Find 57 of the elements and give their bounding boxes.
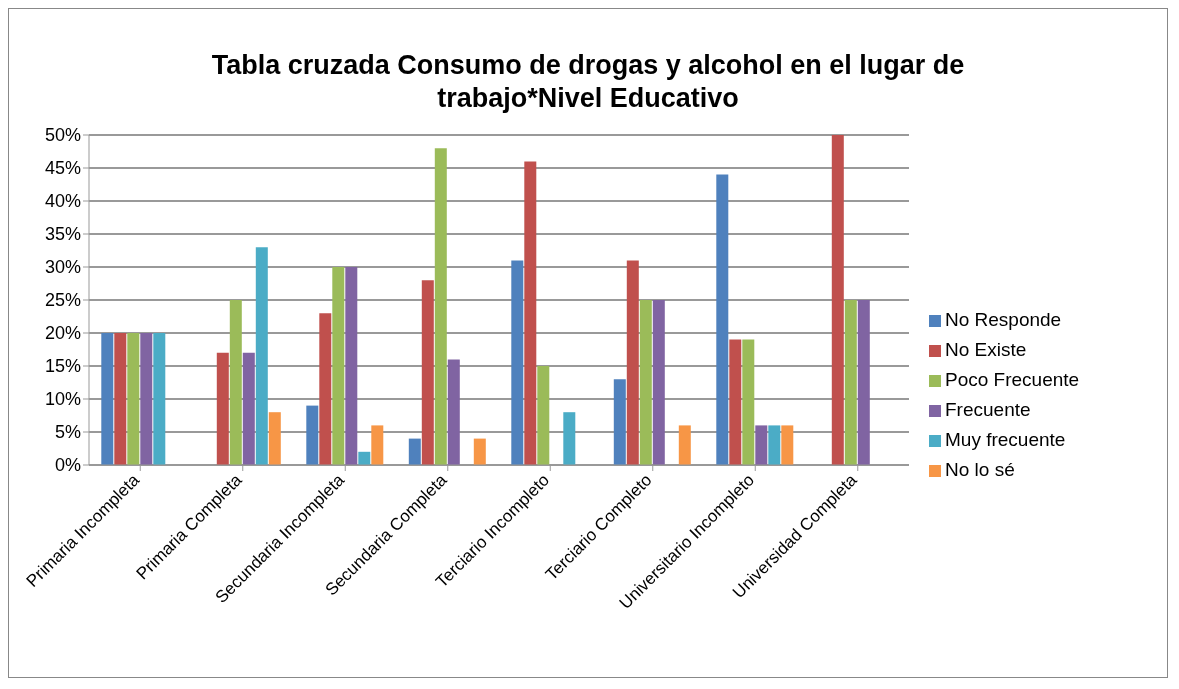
y-tick-label: 25% (44, 290, 81, 311)
bar (563, 412, 576, 465)
bar (768, 425, 781, 465)
y-tick-label: 35% (44, 224, 81, 245)
y-tick-label: 0% (54, 455, 81, 476)
bar (678, 425, 691, 465)
bar (140, 333, 153, 465)
bar (716, 174, 729, 465)
bar (306, 405, 319, 465)
bar (101, 333, 114, 465)
bar (319, 313, 332, 465)
bar (511, 260, 524, 465)
y-tick-label: 50% (44, 125, 81, 146)
y-tick-label: 15% (44, 356, 81, 377)
bar (639, 300, 652, 465)
bar (652, 300, 665, 465)
legend-label: No Responde (945, 309, 1062, 330)
bar (447, 359, 460, 465)
bar (421, 280, 434, 465)
y-tick-label: 10% (44, 389, 81, 410)
bar (153, 333, 166, 465)
y-tick-label: 20% (44, 323, 81, 344)
bar (371, 425, 384, 465)
legend-label: Muy frecuente (945, 429, 1066, 450)
bar (332, 267, 345, 465)
legend-label: Poco Frecuente (945, 369, 1080, 390)
bar (524, 161, 537, 465)
bar (242, 352, 255, 465)
bar (729, 339, 742, 465)
y-tick-label: 30% (44, 257, 81, 278)
bar (844, 300, 857, 465)
bar (114, 333, 127, 465)
bar (255, 247, 268, 465)
legend-label: No Existe (945, 339, 1027, 360)
bar (626, 260, 639, 465)
bar (473, 438, 486, 465)
bar (857, 300, 870, 465)
bar (434, 148, 447, 465)
bar (537, 366, 550, 465)
legend-label: No lo sé (945, 459, 1015, 480)
bar (781, 425, 794, 465)
bar (345, 267, 358, 465)
bar (831, 135, 844, 465)
y-tick-label: 40% (44, 191, 81, 212)
chart-title: Tabla cruzada Consumo de drogas y alcohol en el lugar de trabajo*Nivel Educativo (210, 49, 966, 115)
legend-label: Frecuente (945, 399, 1031, 420)
bar (127, 333, 140, 465)
bar (408, 438, 421, 465)
bar (229, 300, 242, 465)
bar (742, 339, 755, 465)
bar (613, 379, 626, 465)
bar (358, 451, 371, 465)
bar (216, 352, 229, 465)
y-tick-label: 5% (54, 422, 81, 443)
bar (755, 425, 768, 465)
bar (268, 412, 281, 465)
y-tick-label: 45% (44, 158, 81, 179)
